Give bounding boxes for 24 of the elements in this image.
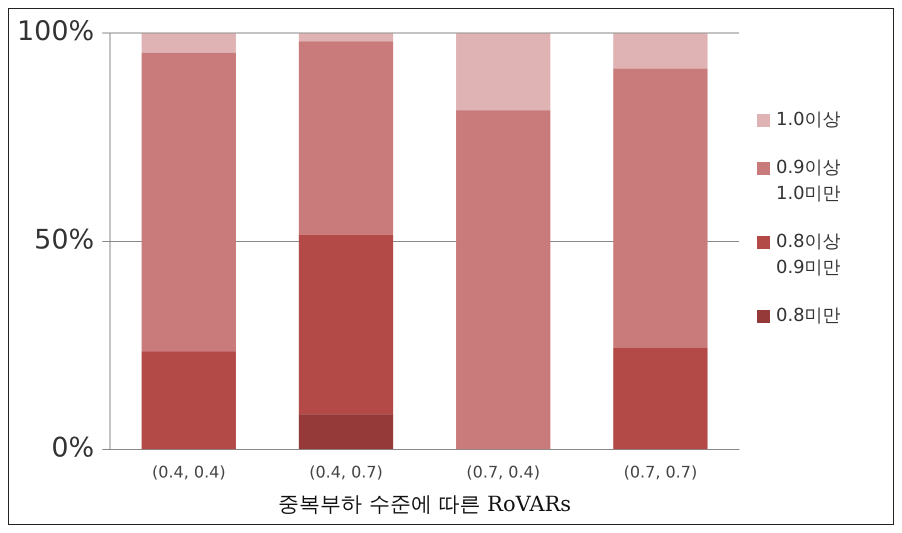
bar bbox=[298, 414, 394, 450]
x-axis-title: 중복부하 수준에 따른 RoVARs bbox=[278, 492, 572, 516]
x-tick-label: (0.4, 0.7) bbox=[309, 462, 383, 482]
y-tick-label: 50% bbox=[34, 224, 94, 256]
x-tick-label: (0.7, 0.7) bbox=[624, 462, 698, 482]
bar bbox=[142, 351, 236, 450]
bar bbox=[456, 33, 550, 110]
bar bbox=[456, 110, 550, 450]
bar bbox=[142, 52, 236, 352]
bar bbox=[298, 42, 394, 235]
legend-label: 0.8이상 0.9미만 bbox=[776, 230, 842, 280]
x-tick-label: (0.4, 0.4) bbox=[152, 462, 226, 482]
x-tick-label: (0.7, 0.4) bbox=[466, 462, 540, 482]
legend-label: 0.9이상 1.0미만 bbox=[776, 156, 842, 206]
bar bbox=[142, 33, 236, 53]
legend-label: 0.8미만 bbox=[776, 304, 842, 328]
bar bbox=[613, 348, 708, 450]
bar bbox=[298, 33, 394, 42]
bar bbox=[613, 33, 708, 69]
bar bbox=[298, 234, 394, 414]
y-tick-label: 0% bbox=[51, 432, 94, 464]
legend-label: 1.0이상 bbox=[776, 108, 842, 132]
y-tick-label: 100% bbox=[16, 16, 94, 48]
bar bbox=[613, 68, 708, 348]
